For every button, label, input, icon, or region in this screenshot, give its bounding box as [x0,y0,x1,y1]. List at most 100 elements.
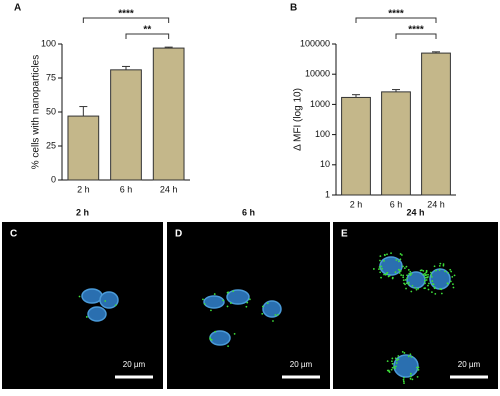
particle [422,269,425,272]
y-axis-label: % cells with nanoparticles [31,55,42,170]
particle [439,262,442,265]
panel-label: C [10,229,17,240]
particle [402,279,405,282]
particle [432,283,435,286]
particle [425,271,428,274]
particle [406,277,408,280]
particle [210,309,212,312]
particle [391,276,394,279]
particle [397,260,400,263]
bar [152,47,185,181]
particle [391,362,394,365]
particle [383,273,385,276]
particle [433,265,436,268]
particle [403,267,406,270]
particle [404,278,407,281]
particle [452,283,454,286]
y-tick-label: 25 [46,140,56,150]
particle [227,345,229,348]
particle [378,268,380,271]
time-label: 2 h [76,207,89,217]
particle [430,273,433,276]
time-label: 24 h [406,207,424,217]
particle [415,288,418,291]
particle [427,284,429,287]
particle [394,271,397,274]
particle [451,275,454,278]
particle [378,266,381,268]
significance-label: **** [408,25,424,36]
particle [399,270,402,272]
x-tick-label: 6 h [390,199,403,209]
y-tick-label: 100000 [300,38,330,48]
particle [202,298,204,301]
particle [395,362,398,364]
bar [67,115,100,181]
particle [203,303,206,305]
particle [431,280,434,282]
particle [447,271,449,274]
particle [266,302,269,305]
scale-bar-label: 20 µm [290,360,313,369]
particle [411,284,414,287]
x-tick-label: 2 h [77,184,90,194]
particle [434,269,437,272]
particle [406,274,408,277]
particle [407,268,410,271]
particle [408,272,411,275]
x-tick-label: 24 h [160,184,178,194]
particle [449,268,452,271]
particle [383,260,385,262]
particle [402,274,405,277]
bar [341,96,371,196]
particle [405,265,408,268]
significance-label: **** [388,9,404,20]
particle [428,282,430,285]
particle [417,368,420,371]
particle [381,267,383,270]
particle [423,287,426,290]
particle [452,286,455,289]
particle [419,269,422,272]
particle [410,290,413,293]
particle [399,253,402,255]
particle [401,254,403,256]
particle [209,338,212,341]
particle [433,287,436,290]
particle [416,366,418,369]
particle [424,279,426,282]
y-tick-label: 75 [46,72,56,82]
particle [403,352,406,354]
particle [384,273,387,276]
particle [453,274,456,277]
particle [410,272,413,275]
particle [246,301,249,304]
particle [274,314,277,316]
micrograph [2,222,163,389]
particle [272,320,274,322]
significance-bracket [125,33,170,39]
particle [438,264,441,267]
particle [395,259,398,261]
bar [421,52,451,196]
particle [402,265,404,268]
particle [425,279,428,281]
nucleus [393,354,419,378]
particle [380,265,383,268]
y-tick-label: 100 [315,129,330,139]
particle [401,350,404,353]
particle [402,380,405,383]
particle [411,378,414,381]
particle [391,357,394,360]
particle [414,286,417,289]
particle [379,259,381,262]
particle [226,305,229,308]
particle [379,255,382,258]
nucleus [203,295,225,309]
micrograph [167,222,330,389]
particle [425,269,428,272]
particle [114,304,117,307]
particle [399,258,402,261]
particle [261,312,264,315]
